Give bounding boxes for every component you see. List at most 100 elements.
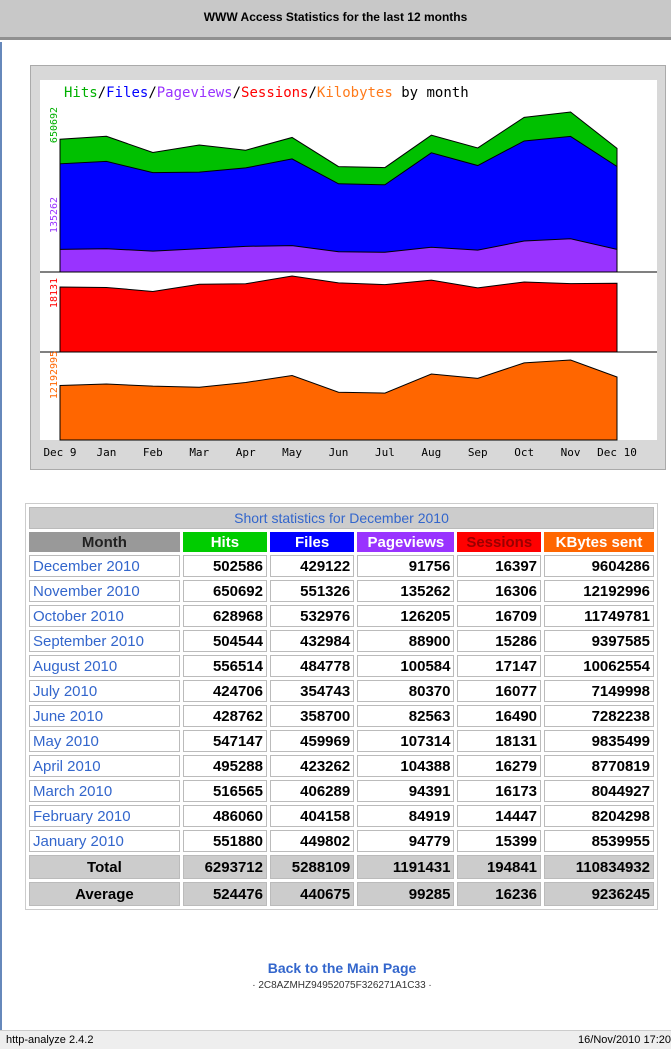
title-part: by month (393, 85, 469, 101)
data-row: October 2010 628968 532976 126205 16709 11749… (29, 605, 654, 627)
average-row: Average 524476 440675 99285 16236 9236245 (29, 882, 654, 906)
month-cell: January 2010 (29, 830, 180, 852)
caption: Short statistics for December 2010 (29, 507, 654, 529)
axis-label: 650692 (49, 107, 60, 143)
number-cell: 17147 (457, 655, 542, 677)
number-cell: 15399 (457, 830, 542, 852)
number-cell: 82563 (357, 705, 455, 727)
axis-label: 12192995 (49, 351, 60, 399)
month-label: Apr (236, 446, 256, 459)
month-cell: October 2010 (29, 605, 180, 627)
number-cell: 99285 (357, 882, 455, 906)
number-cell: 404158 (270, 805, 355, 827)
title-part: / (233, 85, 241, 101)
month-label: Jun (329, 446, 349, 459)
software: http-analyze 2.4.2 (6, 1034, 94, 1046)
number-cell: 650692 (182, 580, 267, 602)
number-cell: 556514 (182, 655, 267, 677)
data-row: January 2010 551880 449802 94779 15399 853995… (29, 830, 654, 852)
number-cell: 358700 (270, 705, 355, 727)
column-header: Month (29, 532, 180, 552)
number-cell: 424706 (182, 680, 267, 702)
data-row: February 2010 486060 404158 84919 14447 82042… (29, 805, 654, 827)
title-part: / (98, 85, 106, 101)
number-cell: 406289 (270, 780, 355, 802)
title-part: / (148, 85, 156, 101)
month-cell: February 2010 (29, 805, 180, 827)
sessions-area (59, 275, 618, 353)
month-cell: December 2010 (29, 555, 180, 577)
number-cell: 18131 (457, 730, 542, 752)
title-part: Hits (64, 85, 98, 101)
number-cell: 126205 (357, 605, 455, 627)
graph: Hits/Files/Pageviews/Sessions/Kilobytes … (30, 65, 666, 470)
month-cell: April 2010 (29, 755, 180, 777)
number-cell: 9604286 (544, 555, 654, 577)
month-label: Jan (96, 446, 116, 459)
title-part: Sessions (241, 85, 308, 101)
kbytes-area (59, 359, 618, 441)
column-header: Sessions (457, 532, 542, 552)
number-cell: 5288109 (270, 855, 355, 879)
number-cell: 84919 (357, 805, 455, 827)
month-label: Dec 9 (43, 446, 76, 459)
number-cell: 7282238 (544, 705, 654, 727)
number-cell: 10062554 (544, 655, 654, 677)
data-row: September 2010 504544 432984 88900 15286 9397… (29, 630, 654, 652)
number-cell: 16173 (457, 780, 542, 802)
number-cell: 110834932 (544, 855, 654, 879)
number-cell: 8770819 (544, 755, 654, 777)
column-header: Hits (182, 532, 267, 552)
number-cell: 16279 (457, 755, 542, 777)
header-title: WWW Access Statistics for the last 12 mo… (0, 0, 671, 40)
month-cell: May 2010 (29, 730, 180, 752)
total-row: Total 6293712 5288109 1191431 194841 11083493… (29, 855, 654, 879)
date: 16/Nov/2010 17:20 (578, 1034, 671, 1046)
month-cell: November 2010 (29, 580, 180, 602)
number-cell: 100584 (357, 655, 455, 677)
number-cell: 91756 (357, 555, 455, 577)
number-cell: 495288 (182, 755, 267, 777)
number-cell: 440675 (270, 882, 355, 906)
number-cell: 12192996 (544, 580, 654, 602)
main-page-link[interactable]: Back to the Main Page (267, 960, 417, 976)
number-cell: 88900 (357, 630, 455, 652)
graph-title: Hits/Files/Pageviews/Sessions/Kilobytes … (64, 85, 469, 101)
column-header: Pageviews (357, 532, 455, 552)
number-cell: 532976 (270, 605, 355, 627)
files-area (59, 135, 618, 273)
axis-label: 135262 (49, 197, 60, 233)
number-cell: 449802 (270, 830, 355, 852)
number-cell: 459969 (270, 730, 355, 752)
number-cell: 15286 (457, 630, 542, 652)
data-row: July 2010 424706 354743 80370 16077 7149998 (29, 680, 654, 702)
data-row: May 2010 547147 459969 107314 18131 9835499 (29, 730, 654, 752)
number-cell: 16397 (457, 555, 542, 577)
title-part: Files (106, 85, 148, 101)
month-cell: August 2010 (29, 655, 180, 677)
number-cell: 9397585 (544, 630, 654, 652)
number-cell: 432984 (270, 630, 355, 652)
data-row: April 2010 495288 423262 104388 16279 8770819 (29, 755, 654, 777)
month-cell: June 2010 (29, 705, 180, 727)
number-cell: 551880 (182, 830, 267, 852)
column-header: KBytes sent (544, 532, 654, 552)
number-cell: 135262 (357, 580, 455, 602)
number-cell: 104388 (357, 755, 455, 777)
number-cell: 484778 (270, 655, 355, 677)
month-cell: March 2010 (29, 780, 180, 802)
number-cell: 551326 (270, 580, 355, 602)
number-cell: 429122 (270, 555, 355, 577)
number-cell: 94779 (357, 830, 455, 852)
number-cell: 6293712 (182, 855, 267, 879)
month-label: Mar (189, 446, 209, 459)
number-cell: 16236 (457, 882, 542, 906)
number-cell: 9236245 (544, 882, 654, 906)
number-cell: 547147 (182, 730, 267, 752)
month-label: Feb (143, 446, 163, 459)
number-cell: 354743 (270, 680, 355, 702)
data-row: June 2010 428762 358700 82563 16490 7282238 (29, 705, 654, 727)
number-cell: 9835499 (544, 730, 654, 752)
month-label: Jul (375, 446, 395, 459)
month-cell: Average (29, 882, 180, 906)
